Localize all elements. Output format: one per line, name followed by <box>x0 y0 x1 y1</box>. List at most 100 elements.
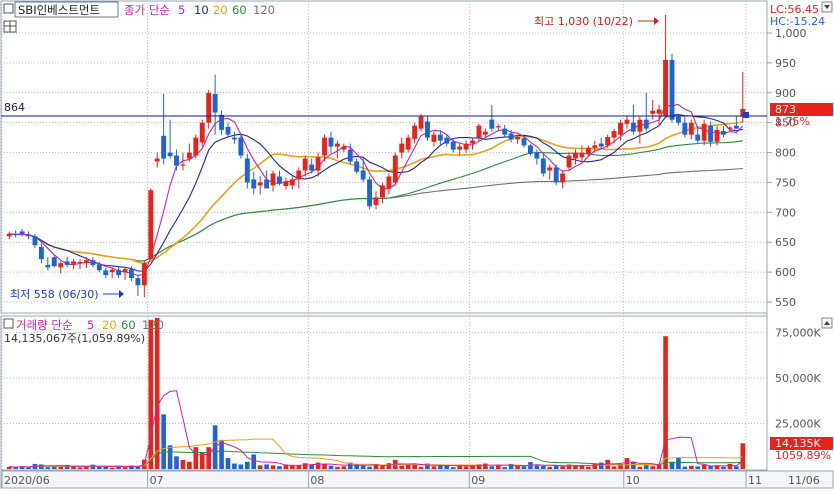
candle-body <box>296 170 302 180</box>
vol-ma-period-120[interactable]: 120 <box>142 318 164 332</box>
candle-body <box>701 123 707 141</box>
candle-body <box>174 155 179 166</box>
candle-body <box>386 176 392 189</box>
volume-panel-frame <box>0 315 768 471</box>
change-pct-badge: 1.75% <box>775 115 810 128</box>
volume-bar <box>450 467 456 469</box>
volume-bar <box>26 467 31 469</box>
candle-body <box>379 185 385 198</box>
volume-bar <box>277 466 282 469</box>
high-annotation: 최고 1,030 (10/22) <box>534 15 633 28</box>
vol-ma-period-60[interactable]: 60 <box>121 318 136 332</box>
candle-body <box>148 190 154 259</box>
volume-bar <box>180 459 186 469</box>
volume-bar <box>495 464 501 469</box>
volume-bar <box>51 465 57 469</box>
candle-body <box>167 152 173 157</box>
volume-bar <box>109 467 115 469</box>
low-annotation: 최저 558 (06/30) <box>10 288 99 301</box>
candle-body <box>19 231 25 234</box>
candle-body <box>431 134 437 142</box>
volume-bar <box>71 466 76 469</box>
reference-line-label: 864 <box>4 101 25 114</box>
volume-bar <box>64 464 70 469</box>
volume-bar <box>573 465 578 469</box>
price-badge-value: 873 <box>775 103 796 116</box>
price-tick-label: 750 <box>775 176 796 189</box>
volume-bar <box>740 443 746 469</box>
candle-body <box>13 233 19 236</box>
ma-period-120[interactable]: 120 <box>253 3 275 17</box>
volume-bar <box>45 467 51 469</box>
candle-body <box>637 119 643 132</box>
candle-body <box>399 143 405 153</box>
candle-body <box>502 128 508 135</box>
volume-bar <box>335 466 340 469</box>
vol-ma-period-5[interactable]: 5 <box>87 318 94 332</box>
volume-bar <box>77 467 83 469</box>
volume-bar <box>483 463 488 469</box>
volume-bar <box>13 467 18 469</box>
candle-body <box>302 158 308 171</box>
candle-body <box>283 181 289 187</box>
volume-bar <box>695 466 701 469</box>
low-arrowhead-icon <box>119 290 124 298</box>
candle-body <box>579 152 585 158</box>
candle-body <box>206 92 212 123</box>
ma-period-5[interactable]: 5 <box>178 3 185 17</box>
volume-bar <box>367 466 372 469</box>
candle-body <box>251 179 257 189</box>
candle-body <box>244 158 250 183</box>
ma-period-60[interactable]: 60 <box>232 3 247 17</box>
volume-bar <box>553 465 559 469</box>
candle-body <box>212 93 218 113</box>
volume-bar <box>476 464 482 469</box>
vol-ma-period-20[interactable]: 20 <box>102 318 117 332</box>
indicator-button[interactable] <box>3 3 14 14</box>
price-tick-label: 900 <box>775 87 796 100</box>
volume-bar <box>90 464 96 469</box>
candle-body <box>360 170 366 180</box>
price-panel-frame <box>0 0 768 314</box>
volume-bars-layer <box>6 318 746 469</box>
candle-body <box>650 110 656 114</box>
axis-labels-layer: 550 600 650 700 750 800 850 900 950 1,000 25,000K 5… <box>4 27 821 487</box>
volume-ma-line-5 <box>9 390 744 468</box>
volume-bar <box>58 466 64 469</box>
volume-bar <box>135 466 141 469</box>
volume-bar <box>251 454 257 469</box>
volume-bar <box>566 464 572 469</box>
volume-bar <box>560 466 565 469</box>
volume-bar <box>96 466 102 469</box>
candle-body <box>721 131 726 135</box>
volume-bar <box>579 465 585 469</box>
candle-body <box>733 125 739 129</box>
ma-label[interactable]: 종가 단순 <box>124 3 170 17</box>
volume-bar <box>502 467 508 469</box>
grid-layer <box>1 1 772 488</box>
minimize-triangle-icon <box>824 5 830 9</box>
candle-body <box>238 137 244 156</box>
stock-name-box[interactable] <box>14 1 119 18</box>
candle-body <box>495 126 501 128</box>
candle-body <box>83 260 89 264</box>
candle-body <box>328 137 334 147</box>
lc-label: LC:56.45 <box>770 3 819 16</box>
volume-bar <box>470 465 475 469</box>
candle-body <box>109 269 115 273</box>
volume-bar <box>193 447 199 469</box>
volume-bar <box>116 465 121 469</box>
volume-bar <box>734 466 739 469</box>
candle-body <box>630 122 636 132</box>
ma-period-20[interactable]: 20 <box>213 3 228 17</box>
volume-indicator-button[interactable] <box>3 318 14 329</box>
ma-period-10[interactable]: 10 <box>194 3 209 17</box>
volume-bar <box>643 465 649 469</box>
volume-title[interactable]: 거래량 단순 <box>16 318 73 332</box>
candle-body <box>521 138 527 146</box>
volume-bar <box>399 465 405 469</box>
candle-body <box>508 133 514 140</box>
stock-name: SBI인베스트먼트 <box>18 3 100 17</box>
candle-body <box>463 143 469 150</box>
